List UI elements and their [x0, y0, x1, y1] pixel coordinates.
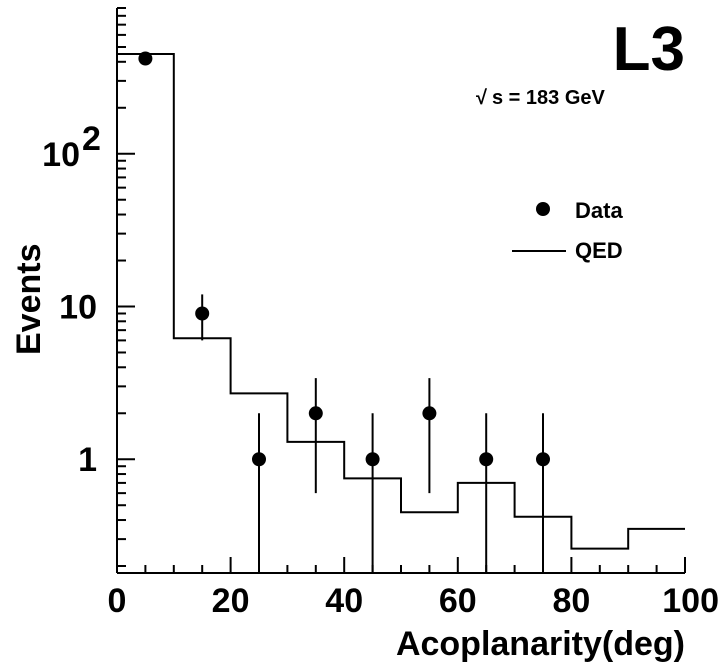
legend-qed-label: QED	[575, 238, 623, 263]
energy-value: s = 183 GeV	[492, 87, 606, 109]
data-point	[422, 406, 437, 421]
data-point	[252, 452, 266, 467]
data-point	[365, 452, 380, 467]
data-point	[195, 306, 210, 321]
experiment-label: L3	[613, 15, 685, 84]
y-tick-label: 10	[59, 289, 97, 327]
legend: Data QED	[512, 198, 623, 263]
x-tick-label: 0	[108, 582, 127, 620]
x-tick-label: 100	[662, 582, 719, 620]
x-tick-label: 60	[439, 582, 477, 620]
legend-data-label: Data	[575, 198, 623, 223]
data-points	[138, 51, 550, 573]
data-point	[308, 406, 323, 421]
y-tick-exponent: 2	[82, 120, 101, 158]
data-point	[479, 452, 494, 467]
x-axis-title: Acoplanarity(deg)	[396, 625, 685, 663]
x-tick-label: 40	[325, 582, 363, 620]
y-tick-label: 10	[42, 136, 80, 174]
x-tick-label: 20	[212, 582, 250, 620]
x-tick-label: 80	[552, 582, 590, 620]
sqrt-symbol: √	[476, 87, 488, 109]
qed-histogram	[117, 52, 685, 550]
data-point	[536, 452, 550, 467]
legend-data-marker	[536, 202, 550, 216]
data-point	[138, 51, 153, 66]
energy-label: √ s = 183 GeV	[476, 87, 606, 109]
y-axis-title: Events	[10, 244, 48, 356]
y-tick-label: 1	[78, 441, 97, 479]
qed-histogram-line	[117, 52, 685, 550]
